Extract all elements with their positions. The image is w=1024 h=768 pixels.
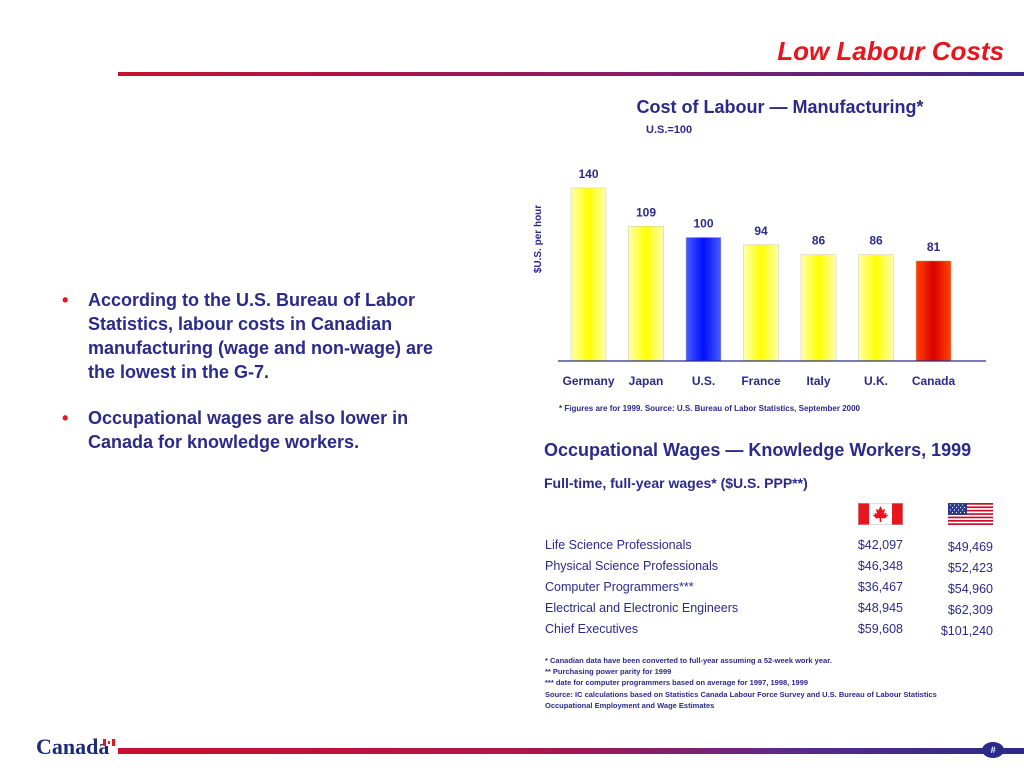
x-tick-label: Canada <box>912 374 956 388</box>
us-wage-cell: $52,423 <box>947 561 993 575</box>
bars-group: 140 109 100 94 86 86 81 <box>570 167 952 362</box>
x-tick-label: U.K. <box>864 374 888 388</box>
bullet-text: According to the U.S. Bureau of Labor St… <box>88 290 434 382</box>
table-row: Computer Programmers*** $36,467 $54,960 <box>545 577 995 598</box>
bar-us <box>685 237 722 362</box>
bar-value-label: 86 <box>869 234 883 248</box>
chart-title: Cost of Labour — Manufacturing* <box>636 97 924 117</box>
bar-france <box>743 244 779 362</box>
us-wage-cell: $54,960 <box>947 582 993 596</box>
us-wage-cell: $62,309 <box>947 603 993 617</box>
bullet-item: • According to the U.S. Bureau of Labor … <box>62 288 442 384</box>
bar-value-label: 81 <box>927 240 941 254</box>
canada-wage-cell: $36,467 <box>857 580 903 594</box>
occupation-cell: Life Science Professionals <box>545 538 692 552</box>
us-wage-cell: $101,240 <box>940 624 993 638</box>
page-number-badge: # <box>982 742 1004 758</box>
wages-table: Life Science Professionals $42,097 $49,4… <box>545 535 995 640</box>
top-rule <box>118 72 1024 76</box>
footnote: ** Purchasing power parity for 1999 <box>545 667 672 677</box>
bar-canada <box>915 260 952 362</box>
occupation-cell: Chief Executives <box>545 622 639 636</box>
bar-value-label: 86 <box>812 234 826 248</box>
footnote: Source: IC calculations based on Statist… <box>545 689 937 710</box>
bar-chart: $U.S. per hour 140 109 100 94 86 86 81 Germany… <box>533 167 986 388</box>
chart-source-note: * Figures are for 1999. Source: U.S. Bur… <box>559 404 860 413</box>
wages-table-title: Occupational Wages — Knowledge Workers, … <box>544 440 972 460</box>
bar-germany <box>570 187 607 362</box>
canada-wordmark: Canada <box>36 734 110 759</box>
x-tick-labels: Germany Japan U.S. France Italy U.K. Canada <box>562 374 955 388</box>
bottom-rule <box>118 748 1024 754</box>
wordmark-flag-icon <box>103 739 115 746</box>
y-axis-label: $U.S. per hour <box>533 205 544 273</box>
us-flag-icon <box>948 503 993 525</box>
canada-flag-icon <box>858 503 903 525</box>
bar-value-label: 109 <box>636 205 656 219</box>
x-tick-label: Germany <box>562 374 614 388</box>
x-tick-label: Italy <box>806 374 830 388</box>
table-row: Electrical and Electronic Engineers $48,… <box>545 598 995 619</box>
us-wage-cell: $49,469 <box>947 540 993 554</box>
bullet-item: • Occupational wages are also lower in C… <box>62 406 442 454</box>
bullet-dot-icon: • <box>62 290 69 310</box>
x-tick-label: Japan <box>629 374 664 388</box>
table-row: Chief Executives $59,608 $101,240 <box>545 619 995 640</box>
chart-subtitle: U.S.=100 <box>646 124 693 136</box>
table-row: Physical Science Professionals $46,348 $… <box>545 556 995 577</box>
bullet-dot-icon: • <box>62 408 69 428</box>
table-row: Life Science Professionals $42,097 $49,4… <box>545 535 995 556</box>
bar-value-label: 140 <box>578 167 598 181</box>
canada-wage-cell: $46,348 <box>857 559 903 573</box>
slide-title: Low Labour Costs <box>777 36 1004 66</box>
footnote: *** date for computer programmers based … <box>545 678 809 688</box>
bar-uk <box>858 254 894 362</box>
table-footnotes: * Canadian data have been converted to f… <box>545 655 985 711</box>
bar-value-label: 100 <box>693 216 713 230</box>
bar-value-label: 94 <box>754 224 768 238</box>
bar-japan <box>628 226 664 362</box>
wages-table-subtitle: Full-time, full-year wages* ($U.S. PPP**… <box>544 475 808 491</box>
occupation-cell: Physical Science Professionals <box>545 559 718 573</box>
canada-wage-cell: $42,097 <box>857 538 903 552</box>
bullet-text: Occupational wages are also lower in Can… <box>88 408 409 452</box>
bar-italy <box>800 254 837 362</box>
x-tick-label: France <box>741 374 781 388</box>
canada-wage-cell: $48,945 <box>857 601 903 615</box>
occupation-cell: Computer Programmers*** <box>545 580 694 594</box>
canada-wage-cell: $59,608 <box>857 622 903 636</box>
footnote: * Canadian data have been converted to f… <box>545 656 832 665</box>
bullet-list: • According to the U.S. Bureau of Labor … <box>62 288 442 476</box>
occupation-cell: Electrical and Electronic Engineers <box>545 601 739 615</box>
x-tick-label: U.S. <box>692 374 715 388</box>
